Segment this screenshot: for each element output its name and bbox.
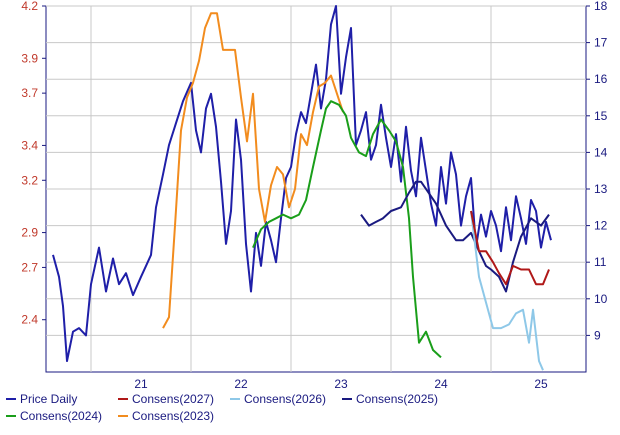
- y-right-tick-label: 15: [594, 109, 608, 123]
- y-left-tick-label: 3.2: [21, 173, 38, 187]
- x-tick-label: 22: [234, 377, 248, 391]
- x-tick-label: 24: [434, 377, 448, 391]
- y-left-tick-label: 2.4: [21, 313, 38, 327]
- series-lines: [52, 5, 552, 371]
- y-right-tick-label: 12: [594, 219, 608, 233]
- y-right-tick-label: 16: [594, 72, 608, 86]
- y-right-tick-label: 14: [594, 145, 608, 159]
- legend-label: Consens(2025): [356, 392, 438, 406]
- y-axis-left: 2.4 2.7 2.9 3.2 3.4 3.7 3.9 4.2: [21, 0, 46, 327]
- y-right-tick-label: 18: [594, 0, 608, 13]
- y-axis-right: 9 10 11 12 13 14 15 16 17 18: [586, 0, 608, 342]
- y-left-tick-label: 4.2: [21, 0, 38, 13]
- series-line-consens-2023: [162, 12, 344, 329]
- x-tick-label: 25: [534, 377, 548, 391]
- y-right-tick-label: 10: [594, 292, 608, 306]
- y-left-tick-label: 3.4: [21, 138, 38, 152]
- series-line-consens-2026: [470, 210, 544, 371]
- series-line-price-daily: [52, 5, 552, 362]
- y-right-tick-label: 9: [594, 328, 601, 342]
- y-left-tick-label: 3.9: [21, 51, 38, 65]
- series-line-consens-2025: [360, 180, 550, 293]
- x-tick-label: 21: [134, 377, 148, 391]
- legend-label: Consens(2023): [132, 409, 214, 423]
- series-line-consens-2027: [470, 210, 550, 286]
- legend-label: Consens(2027): [132, 392, 214, 406]
- y-right-tick-label: 13: [594, 182, 608, 196]
- x-axis: 21 22 23 24 25: [134, 377, 548, 391]
- legend-label: Price Daily: [20, 392, 77, 406]
- y-left-tick-label: 3.7: [21, 86, 38, 100]
- y-right-tick-label: 11: [594, 255, 607, 269]
- legend-label: Consens(2024): [20, 409, 102, 423]
- y-left-tick-label: 2.7: [21, 260, 38, 274]
- grid-lines: [46, 5, 586, 372]
- y-right-tick-label: 17: [594, 36, 608, 50]
- y-left-tick-label: 2.9: [21, 226, 38, 240]
- series-line-consens-2024: [252, 100, 442, 359]
- legend-label: Consens(2026): [244, 392, 326, 406]
- legend: Price Daily Consens(2027) Consens(2026) Con…: [6, 392, 438, 423]
- x-tick-label: 23: [334, 377, 348, 391]
